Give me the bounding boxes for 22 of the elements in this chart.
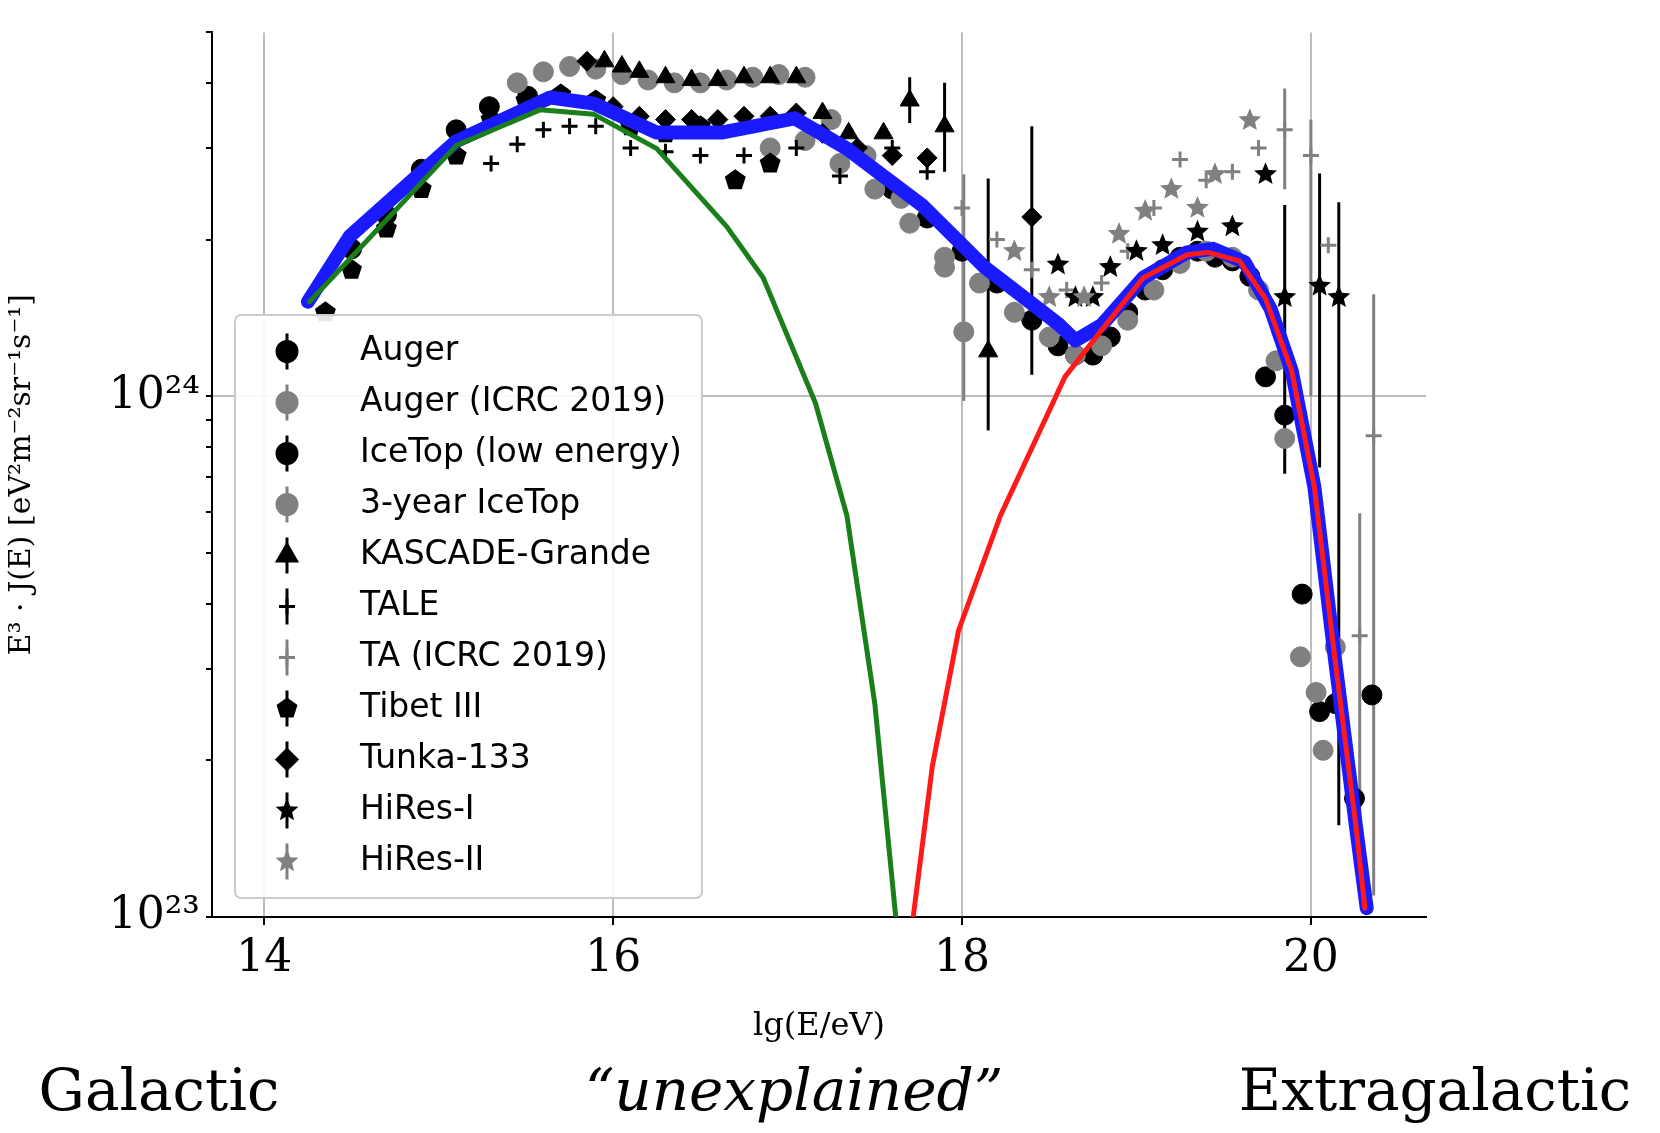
legend-label: Auger (360, 329, 459, 369)
y-tick-label: 10²⁴ (108, 366, 200, 418)
text: “unexplained” (584, 1055, 1004, 1126)
y-tick-label: 10²³ (108, 887, 200, 939)
x-axis-title: lg(E/eV) (753, 1005, 885, 1044)
x-tick-label: 18 (934, 929, 991, 981)
legend-label: Tibet III (359, 686, 483, 726)
legend-label: TALE (359, 584, 440, 624)
legend-label: HiRes-I (360, 788, 475, 828)
legend-label: 3-year IceTop (360, 482, 581, 522)
text: Extragalactic (1238, 1055, 1632, 1126)
x-tick-label: 20 (1282, 929, 1339, 981)
y-axis-title: E³ · J(E) [eV²m⁻²sr⁻¹s⁻¹] (1, 293, 37, 656)
legend-label: TA (ICRC 2019) (359, 635, 608, 675)
x-tick-label: 14 (236, 929, 293, 981)
x-tick-label: 16 (585, 929, 642, 981)
legend-label: Auger (ICRC 2019) (360, 380, 667, 420)
legend-label: KASCADE-Grande (360, 533, 652, 573)
text: Galactic (38, 1055, 280, 1126)
legend-label: HiRes-II (360, 839, 485, 879)
legend-label: Tunka-133 (359, 737, 531, 777)
legend-label: IceTop (low energy) (360, 431, 682, 471)
